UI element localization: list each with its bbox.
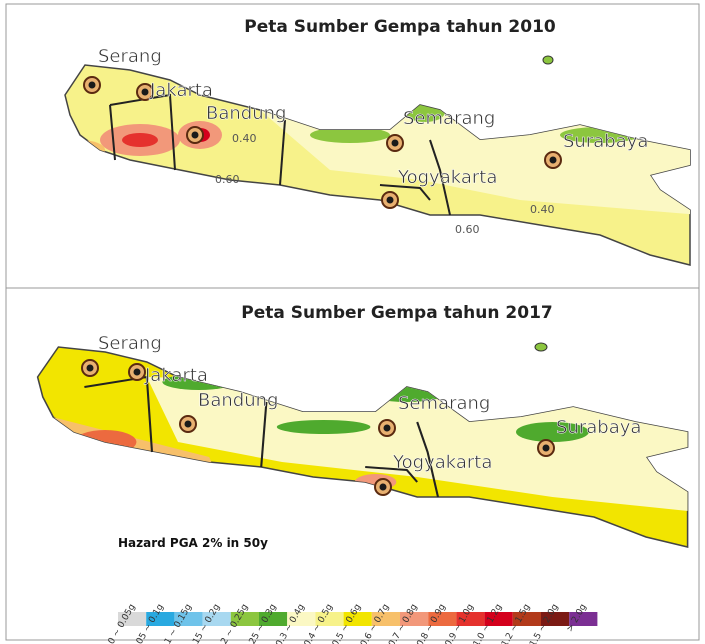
legend-swatch	[541, 612, 570, 626]
legend-swatch	[202, 612, 231, 626]
city-label: Yogyakarta	[392, 452, 492, 473]
city-marker-dot	[542, 444, 550, 452]
legend-swatch	[287, 612, 316, 626]
city-marker-dot	[391, 139, 399, 147]
legend-swatch	[146, 612, 175, 626]
legend-swatch	[174, 612, 203, 626]
legend-swatch	[456, 612, 485, 626]
city-marker-dot	[141, 88, 149, 96]
legend-swatch	[343, 612, 372, 626]
contour-label: 0.40	[232, 132, 257, 145]
legend-swatch	[512, 612, 541, 626]
city-label: Bandung	[206, 103, 286, 124]
city-marker-dot	[86, 364, 94, 372]
legend-title: Hazard PGA 2% in 50y	[118, 536, 268, 550]
city-marker-dot	[383, 424, 391, 432]
city-label: Bandung	[198, 390, 278, 411]
panel-title: Peta Sumber Gempa tahun 2017	[241, 303, 552, 323]
city-marker-dot	[88, 81, 96, 89]
legend-swatch	[118, 612, 147, 626]
legend-swatch	[315, 612, 344, 626]
city-label: Jakarta	[144, 365, 208, 386]
city-marker-dot	[133, 368, 141, 376]
city-marker-dot	[549, 156, 557, 164]
contour-label: 0.40	[530, 203, 555, 216]
legend-swatch	[371, 612, 400, 626]
city-label: Semarang	[398, 393, 490, 414]
city-label: Semarang	[403, 108, 495, 129]
city-label: Yogyakarta	[397, 167, 497, 188]
city-label: Surabaya	[556, 417, 641, 438]
city-marker-dot	[386, 196, 394, 204]
city-label: Jakarta	[149, 80, 213, 101]
legend-swatch	[428, 612, 457, 626]
islet	[534, 342, 548, 352]
panel-title: Peta Sumber Gempa tahun 2010	[244, 17, 556, 37]
city-label: Serang	[98, 333, 162, 354]
legend-swatch	[259, 612, 288, 626]
city-label: Serang	[98, 46, 162, 67]
city-label: Surabaya	[563, 131, 648, 152]
legend-swatch	[400, 612, 429, 626]
contour-label: 0.60	[215, 173, 240, 186]
legend-swatch	[230, 612, 259, 626]
contour-label: 0.60	[455, 223, 480, 236]
legend-swatch	[484, 612, 513, 626]
legend-swatch	[569, 612, 598, 626]
city-marker-dot	[191, 131, 199, 139]
city-marker-dot	[379, 483, 387, 491]
city-marker-dot	[184, 420, 192, 428]
